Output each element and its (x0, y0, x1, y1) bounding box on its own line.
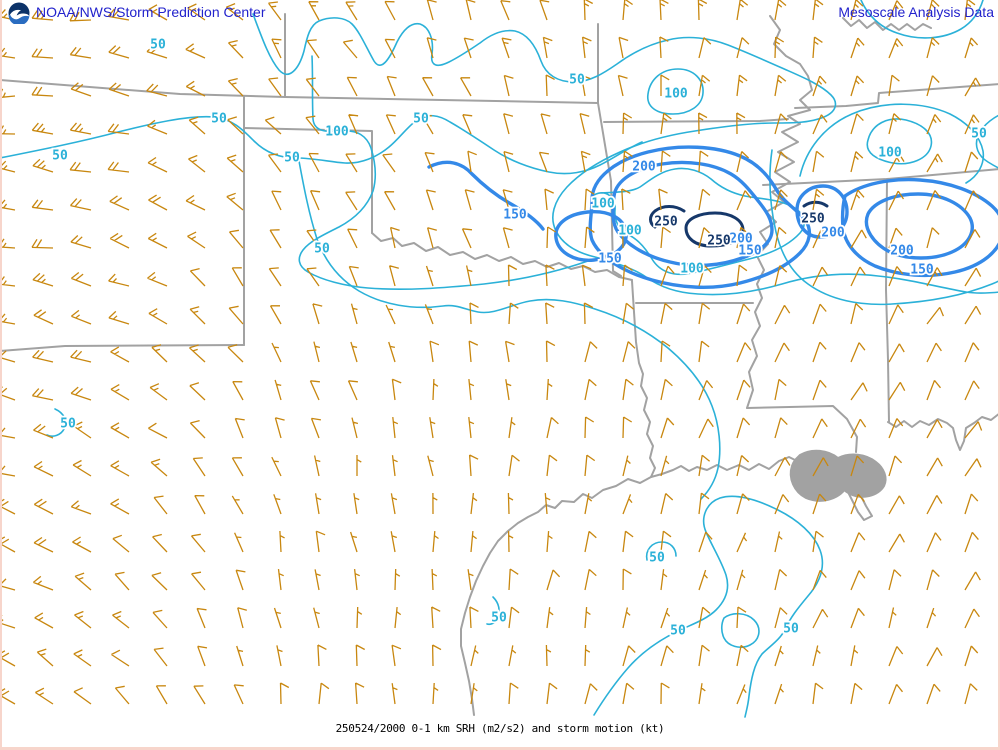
border-mississippi-river (746, 15, 813, 409)
contour-250 (649, 205, 686, 229)
contour-100 (769, 149, 1000, 306)
contour-50 (298, 160, 721, 500)
noaa-logo-icon (8, 2, 30, 26)
contour-150 (427, 160, 545, 231)
header-right-title: Mesoscale Analysis Data (838, 4, 994, 20)
contour-label-150: 150 (910, 263, 934, 278)
contour-100 (647, 68, 704, 115)
border-ms-al (885, 178, 890, 423)
contour-label-100: 100 (591, 197, 615, 212)
contour-200 (795, 184, 849, 239)
contour-label-200: 200 (729, 232, 753, 247)
contour-100 (866, 118, 933, 165)
storm-motion-barbs (0, 0, 983, 705)
contour-50 (252, 13, 1000, 296)
page-title: NOAA/NWS/Storm Prediction Center (36, 4, 266, 20)
contour-label-50: 50 (670, 624, 686, 639)
contour-label-250: 250 (707, 234, 731, 249)
border-la-ms-south (746, 405, 858, 453)
contour-label-200: 200 (821, 226, 845, 241)
border-ms-al-coast (887, 412, 1000, 451)
border-lat37-line (0, 79, 599, 104)
contour-label-50: 50 (971, 127, 987, 142)
contour-50 (486, 596, 500, 626)
border-red-river (371, 232, 633, 281)
contour-label-50: 50 (413, 112, 429, 127)
border-tx-la-east (631, 280, 656, 478)
contour-label-150: 150 (503, 208, 527, 223)
contour-label-50: 50 (284, 151, 300, 166)
contour-50 (46, 408, 67, 437)
contour-label-50: 50 (491, 611, 507, 626)
contour-label-150: 150 (598, 252, 622, 267)
contour-label-100: 100 (618, 224, 642, 239)
contour-label-250: 250 (801, 212, 825, 227)
contour-labels: 5050505010050501001005050100100100505050… (50, 36, 988, 641)
contour-label-100: 100 (664, 87, 688, 102)
map-caption: 250524/2000 0-1 km SRH (m2/s2) and storm… (335, 722, 665, 735)
border-la-delta-1 (789, 449, 850, 502)
contour-250 (802, 200, 829, 208)
contour-label-50: 50 (314, 242, 330, 257)
border-tx-nm-south (0, 344, 245, 352)
contour-label-50: 50 (150, 38, 166, 53)
contour-200 (611, 160, 774, 268)
contour-label-50: 50 (649, 551, 665, 566)
border-mo-ar (603, 118, 789, 123)
border-ohio-river (842, 17, 932, 31)
contour-100 (593, 167, 805, 276)
border-la-delta-spike (845, 487, 873, 521)
contour-label-50: 50 (569, 73, 585, 88)
border-ok-mo-ar-west (597, 102, 622, 277)
border-la-delta-2 (834, 453, 887, 498)
contour-label-50: 50 (52, 149, 68, 164)
contour-50 (720, 612, 760, 648)
border-tx-coast (460, 476, 652, 716)
contour-label-100: 100 (878, 146, 902, 161)
contour-200 (864, 192, 974, 260)
contour-150 (588, 145, 812, 289)
contour-50 (0, 114, 643, 175)
contour-label-200: 200 (890, 244, 914, 259)
contour-label-50: 50 (211, 112, 227, 127)
contour-label-50: 50 (783, 622, 799, 637)
border-ok-panhandle-south (243, 127, 373, 234)
contour-label-50: 50 (60, 417, 76, 432)
contour-label-100: 100 (325, 125, 349, 140)
contour-150 (840, 177, 1000, 278)
contour-100 (298, 55, 589, 291)
border-ky-tn (794, 83, 1000, 109)
contour-label-200: 200 (632, 160, 656, 175)
contour-label-250: 250 (654, 215, 678, 230)
wind-barbs (0, 0, 983, 705)
contour-label-150: 150 (738, 244, 762, 259)
contour-label-100: 100 (680, 262, 704, 277)
srh-contours (0, 0, 1000, 718)
contour-50 (860, 0, 984, 39)
contour-150 (554, 210, 628, 262)
